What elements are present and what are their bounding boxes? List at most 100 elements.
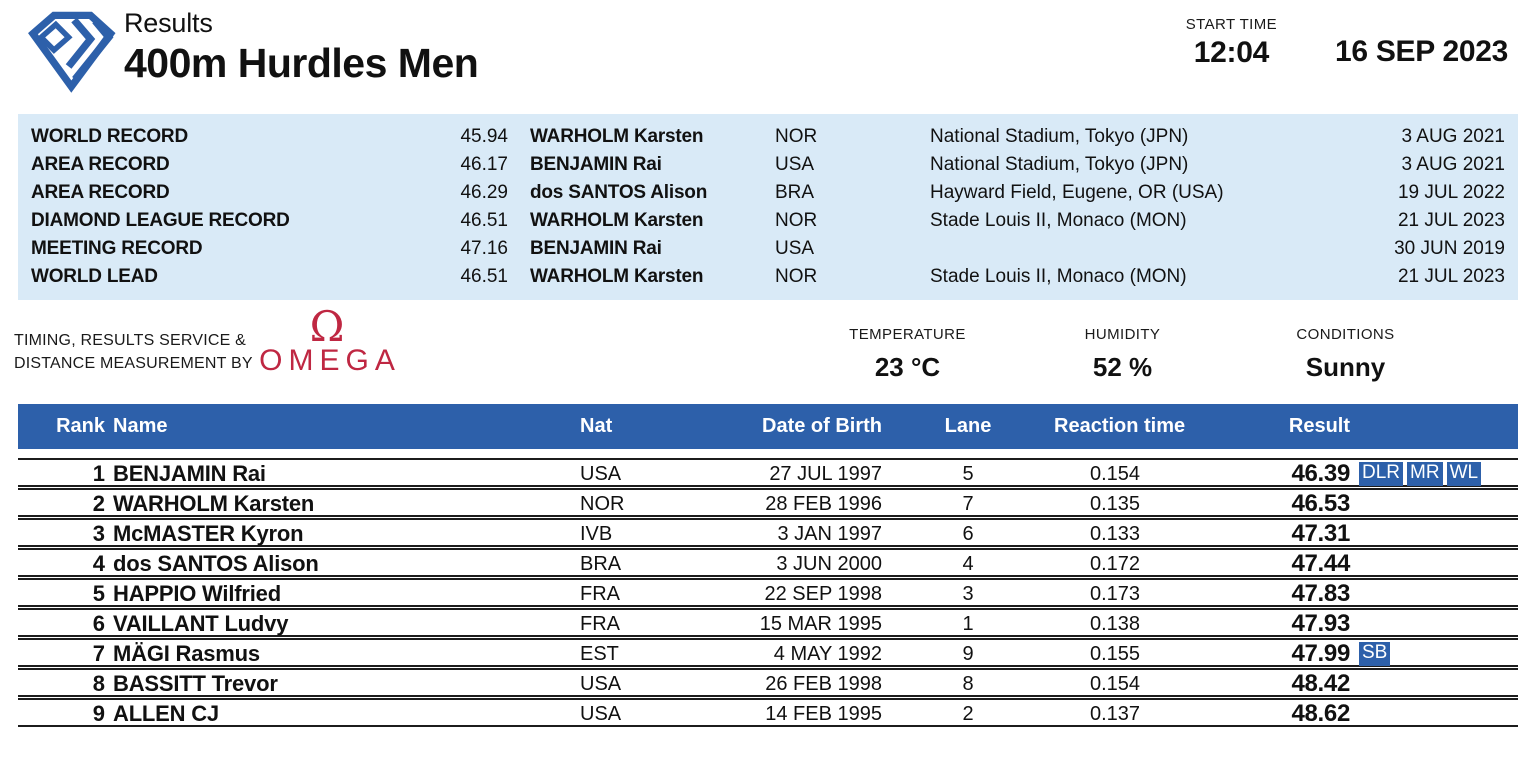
record-holder: WARHOLM Karsten xyxy=(530,126,704,147)
athlete-name: MÄGI Rasmus xyxy=(113,641,260,666)
start-time-label: START TIME xyxy=(1185,16,1278,33)
athlete-nationality: USA xyxy=(580,462,622,485)
athlete-date-of-birth: 28 FEB 1996 xyxy=(765,492,882,515)
athlete-lane: 2 xyxy=(962,702,974,725)
athlete-rank: 8 xyxy=(92,671,105,696)
record-mark: 46.51 xyxy=(460,266,508,287)
athlete-nationality: EST xyxy=(580,642,619,665)
athlete-rank: 7 xyxy=(92,641,105,666)
athlete-rank: 5 xyxy=(92,581,105,606)
column-header-result: Result xyxy=(1288,415,1350,437)
athlete-name: dos SANTOS Alison xyxy=(113,551,319,576)
page-header: Results 400m Hurdles Men START TIME 12:0… xyxy=(0,0,1536,100)
athlete-reaction-time: 0.154 xyxy=(1089,672,1141,695)
result-badge-mr: MR xyxy=(1407,462,1443,486)
athlete-name: ALLEN CJ xyxy=(113,701,219,726)
conditions-value: Sunny xyxy=(1305,352,1386,382)
record-venue: Stade Louis II, Monaco (MON) xyxy=(930,266,1187,287)
athlete-name: HAPPIO Wilfried xyxy=(113,581,281,606)
athlete-date-of-birth: 22 SEP 1998 xyxy=(764,582,882,605)
athlete-rank: 1 xyxy=(92,461,105,486)
results-table-body: 1 BENJAMIN Rai USA 27 JUL 1997 5 0.154 4… xyxy=(18,458,1518,727)
record-date: 21 JUL 2023 xyxy=(1397,210,1505,231)
header-right: START TIME 12:04 16 SEP 2023 xyxy=(1186,16,1509,70)
record-label: AREA RECORD xyxy=(31,154,170,175)
column-header-dob: Date of Birth xyxy=(762,415,882,437)
athlete-name: McMASTER Kyron xyxy=(113,521,304,546)
record-venue: National Stadium, Tokyo (JPN) xyxy=(930,126,1189,147)
omega-wordmark: OMEGA xyxy=(259,344,401,377)
record-venue: Stade Louis II, Monaco (MON) xyxy=(930,210,1187,231)
info-bar: TIMING, RESULTS SERVICE & DISTANCE MEASU… xyxy=(0,304,1536,404)
column-header-nat: Nat xyxy=(580,415,613,437)
result-badge-wl: WL xyxy=(1446,462,1482,486)
athlete-result: 46.53 xyxy=(1291,490,1350,517)
record-nationality: NOR xyxy=(775,126,818,147)
record-mark: 46.17 xyxy=(460,154,508,175)
record-holder: BENJAMIN Rai xyxy=(530,238,662,259)
result-row: 7 MÄGI Rasmus EST 4 MAY 1992 9 0.155 47.… xyxy=(18,638,1518,667)
humidity-value: 52 % xyxy=(1092,352,1153,382)
athlete-name: BASSITT Trevor xyxy=(113,671,278,696)
record-date: 3 AUG 2021 xyxy=(1401,126,1505,147)
record-holder: WARHOLM Karsten xyxy=(530,210,704,231)
record-nationality: USA xyxy=(775,154,815,175)
temperature-value: 23 °C xyxy=(874,352,941,382)
athlete-lane: 1 xyxy=(962,612,974,635)
record-mark: 46.51 xyxy=(460,210,508,231)
athlete-result: 48.42 xyxy=(1291,670,1350,697)
result-row: 5 HAPPIO Wilfried FRA 22 SEP 1998 3 0.17… xyxy=(18,578,1518,607)
athlete-rank: 2 xyxy=(92,491,105,516)
athlete-badges: SB xyxy=(1350,642,1518,666)
record-holder: WARHOLM Karsten xyxy=(530,266,704,287)
record-nationality: NOR xyxy=(775,266,818,287)
record-holder: BENJAMIN Rai xyxy=(530,154,662,175)
diamond-league-logo-icon xyxy=(22,8,117,99)
timing-service-line2: DISTANCE MEASUREMENT BY xyxy=(14,355,253,373)
athlete-reaction-time: 0.135 xyxy=(1089,492,1141,515)
athlete-date-of-birth: 26 FEB 1998 xyxy=(765,672,882,695)
record-venue: National Stadium, Tokyo (JPN) xyxy=(930,154,1189,175)
athlete-rank: 9 xyxy=(92,701,105,726)
start-time-block: START TIME 12:04 xyxy=(1186,16,1277,70)
athlete-rank: 6 xyxy=(92,611,105,636)
record-label: AREA RECORD xyxy=(31,182,170,203)
record-date: 19 JUL 2022 xyxy=(1397,182,1505,203)
athlete-lane: 4 xyxy=(962,552,974,575)
title-block: Results 400m Hurdles Men xyxy=(124,8,479,87)
athlete-lane: 7 xyxy=(962,492,974,515)
athlete-reaction-time: 0.138 xyxy=(1089,612,1141,635)
result-row: 8 BASSITT Trevor USA 26 FEB 1998 8 0.154… xyxy=(18,668,1518,697)
athlete-result: 46.39 xyxy=(1291,460,1350,487)
athlete-reaction-time: 0.172 xyxy=(1089,552,1141,575)
column-header-name: Name xyxy=(113,415,168,437)
temperature-stat: TEMPERATURE 23 °C xyxy=(810,326,1005,383)
timing-service-text: TIMING, RESULTS SERVICE & DISTANCE MEASU… xyxy=(14,329,253,375)
athlete-reaction-time: 0.137 xyxy=(1089,702,1141,725)
athlete-nationality: USA xyxy=(580,672,622,695)
athlete-result: 47.99 xyxy=(1291,640,1350,667)
athlete-name: BENJAMIN Rai xyxy=(113,461,266,486)
result-badge-sb: SB xyxy=(1359,642,1391,666)
athlete-nationality: IVB xyxy=(580,522,613,545)
result-row: 9 ALLEN CJ USA 14 FEB 1995 2 0.137 48.62 xyxy=(18,698,1518,727)
omega-symbol-icon: Ω xyxy=(309,302,345,351)
athlete-reaction-time: 0.133 xyxy=(1089,522,1141,545)
athlete-result: 47.31 xyxy=(1291,520,1350,547)
record-row: WORLD RECORD 45.94 WARHOLM Karsten NOR N… xyxy=(31,123,1505,151)
record-nationality: BRA xyxy=(775,182,815,203)
athlete-reaction-time: 0.154 xyxy=(1089,462,1141,485)
temperature-label: TEMPERATURE xyxy=(849,326,966,343)
event-title: 400m Hurdles Men xyxy=(124,40,479,86)
athlete-reaction-time: 0.155 xyxy=(1089,642,1141,665)
record-row: DIAMOND LEAGUE RECORD 46.51 WARHOLM Kars… xyxy=(31,207,1505,235)
results-table: Rank Name Nat Date of Birth Lane Reactio… xyxy=(18,404,1518,727)
athlete-rank: 4 xyxy=(92,551,105,576)
results-table-header: Rank Name Nat Date of Birth Lane Reactio… xyxy=(18,404,1518,449)
athlete-date-of-birth: 15 MAR 1995 xyxy=(759,612,882,635)
athlete-date-of-birth: 27 JUL 1997 xyxy=(769,462,882,485)
result-badge-dlr: DLR xyxy=(1359,462,1404,486)
record-mark: 45.94 xyxy=(460,126,508,147)
athlete-date-of-birth: 3 JUN 2000 xyxy=(776,552,882,575)
